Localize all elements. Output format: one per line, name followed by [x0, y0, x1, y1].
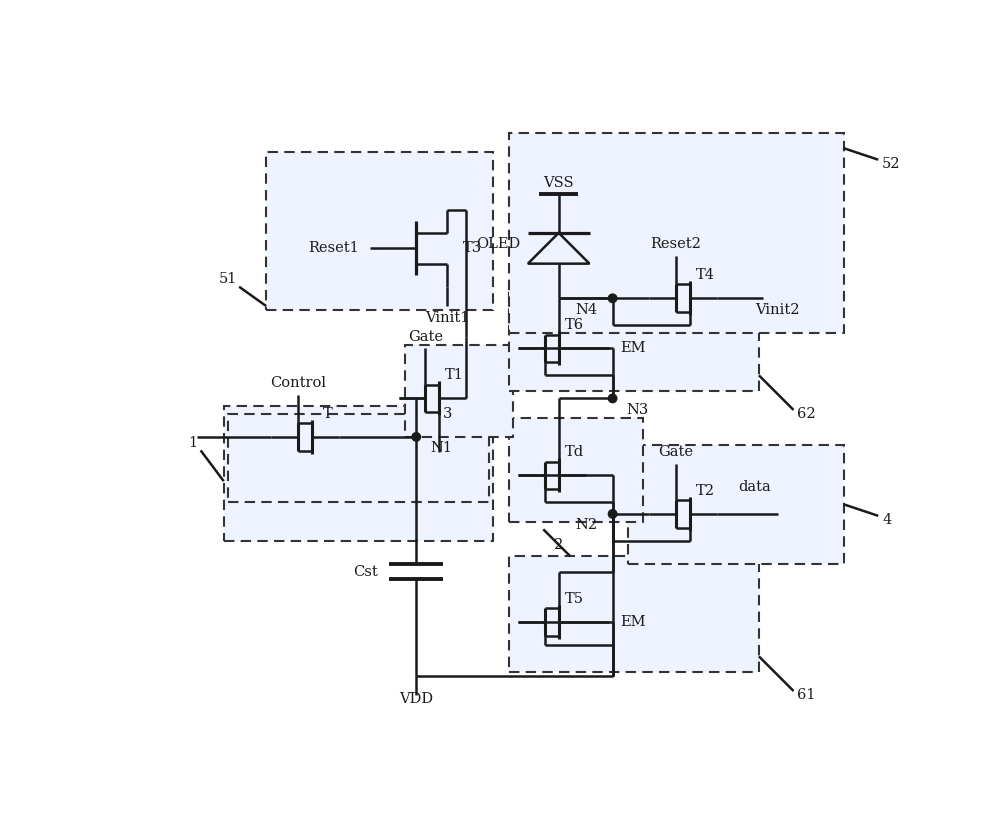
- Circle shape: [608, 394, 617, 403]
- Text: Control: Control: [270, 376, 326, 390]
- Text: T2: T2: [696, 484, 714, 498]
- FancyBboxPatch shape: [509, 133, 844, 333]
- Text: EM: EM: [620, 615, 646, 629]
- Text: EM: EM: [620, 341, 646, 355]
- Text: N3: N3: [626, 403, 649, 417]
- Text: 2: 2: [554, 538, 563, 552]
- Text: 3: 3: [443, 407, 453, 421]
- FancyBboxPatch shape: [509, 556, 759, 672]
- Text: N2: N2: [575, 518, 597, 532]
- Text: Cst: Cst: [353, 564, 378, 578]
- Text: N1: N1: [430, 442, 452, 456]
- Text: Reset2: Reset2: [650, 237, 701, 251]
- Text: VSS: VSS: [543, 176, 574, 190]
- Text: Vinit2: Vinit2: [755, 303, 800, 317]
- Text: 4: 4: [882, 513, 891, 527]
- Circle shape: [412, 433, 420, 441]
- Text: 52: 52: [882, 157, 901, 171]
- Text: T3: T3: [462, 241, 482, 255]
- FancyBboxPatch shape: [224, 406, 493, 541]
- FancyBboxPatch shape: [228, 414, 489, 503]
- FancyBboxPatch shape: [628, 445, 844, 564]
- Text: 1: 1: [188, 436, 198, 450]
- FancyBboxPatch shape: [509, 283, 759, 391]
- Text: Gate: Gate: [658, 445, 693, 459]
- Text: 51: 51: [218, 272, 237, 286]
- Text: N4: N4: [575, 303, 597, 317]
- Text: 62: 62: [797, 407, 816, 421]
- Text: 61: 61: [797, 688, 816, 702]
- FancyBboxPatch shape: [509, 418, 643, 522]
- Text: data: data: [739, 480, 771, 494]
- Text: T6: T6: [565, 318, 584, 332]
- Text: T1: T1: [445, 368, 464, 382]
- Text: T: T: [323, 407, 333, 421]
- Circle shape: [608, 510, 617, 518]
- Text: Td: Td: [565, 445, 584, 459]
- FancyBboxPatch shape: [405, 344, 512, 437]
- Text: T5: T5: [565, 592, 584, 606]
- Text: OLED: OLED: [476, 237, 520, 251]
- Text: VDD: VDD: [399, 691, 433, 705]
- Circle shape: [608, 294, 617, 302]
- FancyBboxPatch shape: [266, 152, 493, 310]
- Text: Vinit1: Vinit1: [425, 311, 469, 325]
- Text: Reset1: Reset1: [308, 241, 359, 255]
- Text: T4: T4: [696, 268, 714, 282]
- Text: Gate: Gate: [408, 330, 443, 344]
